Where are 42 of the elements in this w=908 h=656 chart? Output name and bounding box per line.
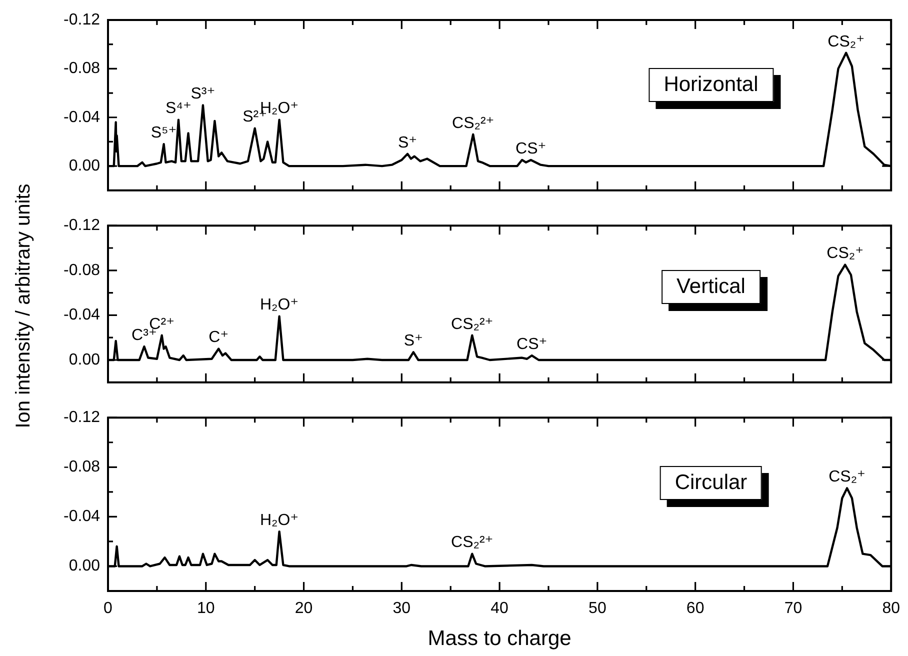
annotation: Vertical — [662, 270, 760, 304]
annotation: S⁺ — [398, 134, 418, 152]
x-tick-label: 30 — [392, 600, 411, 618]
annotation: S⁵⁺ — [150, 124, 177, 142]
annotation: CS₂²⁺ — [451, 316, 494, 333]
x-tick-label: 50 — [588, 600, 606, 618]
annotation: CS₂²⁺ — [452, 114, 494, 132]
annotation: CS₂⁺ — [828, 468, 866, 486]
annotation: CS₂⁺ — [828, 33, 865, 50]
x-tick-label: 60 — [686, 600, 704, 618]
annotation: Horizontal — [648, 68, 774, 102]
annotation: S³⁺ — [190, 86, 216, 103]
y-tick-label: 0.00 — [68, 351, 100, 368]
x-tick-label: 40 — [490, 600, 509, 618]
annotation: S⁴⁺ — [165, 100, 192, 118]
annotation: C⁺ — [208, 329, 229, 346]
y-tick-label: -0.12 — [64, 11, 100, 28]
annotation: CS⁺ — [516, 336, 548, 353]
annotation: CS⁺ — [516, 140, 546, 158]
y-tick-label: -0.04 — [64, 108, 100, 126]
x-tick-label: 10 — [196, 600, 215, 618]
x-tick-label: 20 — [294, 600, 313, 618]
annotation: Circular — [660, 466, 762, 500]
y-tick-label: -0.08 — [64, 262, 100, 279]
x-tick-label: 70 — [784, 600, 802, 618]
y-tick-label: -0.08 — [64, 458, 100, 476]
y-axis-title: Ion intensity / arbitrary units — [12, 183, 36, 428]
annotation: CS₂⁺ — [826, 245, 864, 262]
y-tick-label: -0.04 — [64, 306, 100, 324]
y-tick-label: -0.04 — [64, 508, 100, 526]
annotation: S⁺ — [404, 332, 423, 350]
y-tick-label: -0.12 — [64, 217, 100, 234]
y-tick-label: 0.00 — [68, 558, 100, 575]
y-tick-label: -0.08 — [64, 60, 100, 78]
y-tick-label: 0.00 — [68, 157, 100, 174]
x-tick-label: 0 — [104, 600, 113, 618]
x-tick-label: 80 — [882, 600, 900, 618]
y-tick-label: -0.12 — [64, 409, 100, 426]
annotation: CS₂²⁺ — [451, 534, 494, 552]
annotation: H₂O⁺ — [260, 512, 299, 529]
annotation: H₂O⁺ — [260, 296, 299, 314]
x-axis-title: Mass to charge — [428, 627, 572, 650]
